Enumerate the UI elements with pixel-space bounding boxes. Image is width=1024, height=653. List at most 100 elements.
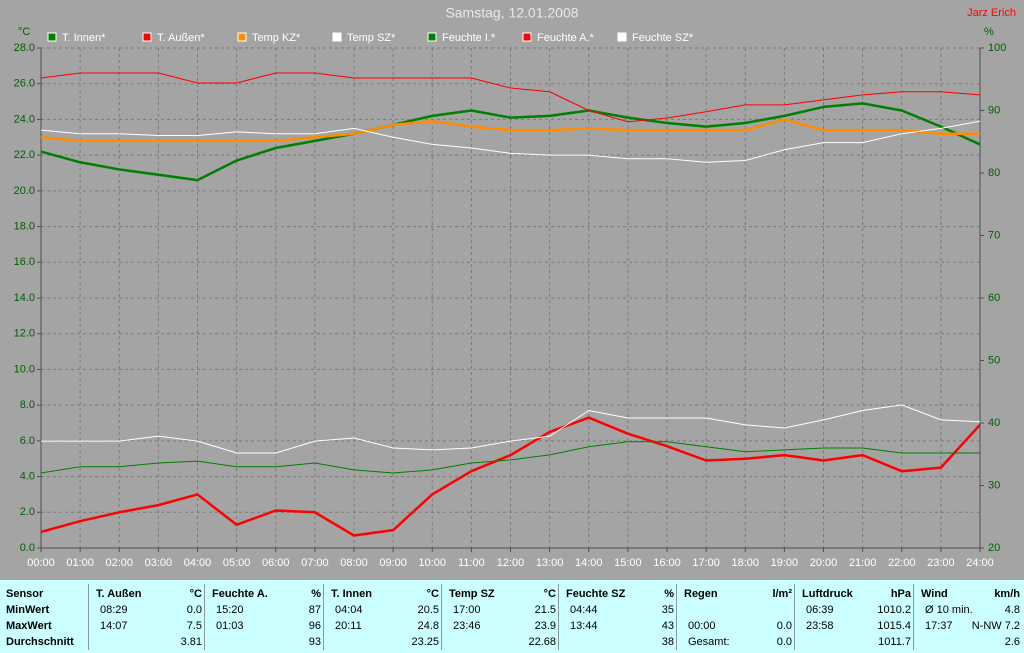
y-tick-label: 24.0 — [14, 113, 35, 125]
legend-swatch — [237, 32, 247, 42]
legend-swatch — [142, 32, 152, 42]
y-axis-label: °C — [18, 26, 30, 38]
stats-table: Sensor T. Außen °C Feuchte A.% T. Innen °C Tem… — [0, 580, 1024, 653]
y-tick-label: 8.0 — [20, 399, 35, 411]
y-tick-label: 2.0 — [20, 506, 35, 518]
cell-value: 3.81 — [180, 636, 202, 648]
chart-background — [0, 0, 1024, 580]
cell-value: 0.0 — [776, 636, 792, 648]
x-tick-label: 09:00 — [379, 557, 407, 569]
cell-time: Ø 10 min. — [925, 604, 973, 616]
legend-label: Feuchte SZ* — [632, 32, 694, 44]
y-tick-label: 14.0 — [14, 292, 35, 304]
y-tick-label: 16.0 — [14, 256, 35, 268]
x-tick-label: 11:00 — [458, 557, 485, 569]
legend-label: Feuchte A.* — [537, 32, 595, 44]
cell-time: 01:03 — [216, 620, 244, 632]
column-name: Luftdruck — [802, 588, 853, 600]
cell-value: 96 — [308, 620, 321, 632]
cell-value: 1011.7 — [878, 636, 911, 648]
y-tick-label: 22.0 — [14, 149, 35, 161]
cell-time: 08:29 — [100, 604, 128, 616]
x-tick-label: 00:00 — [27, 557, 55, 569]
column-name: Temp SZ — [449, 588, 495, 600]
column-unit: % — [311, 588, 321, 600]
x-tick-label: 08:00 — [340, 557, 368, 569]
cell-time: 23:58 — [806, 620, 834, 632]
legend-swatch — [617, 32, 627, 42]
cell-time: 13:44 — [570, 620, 598, 632]
column-name: Wind — [921, 588, 948, 600]
x-tick-label: 14:00 — [575, 557, 603, 569]
cell-value: 1010.2 — [877, 604, 911, 616]
column-unit: l/m² — [772, 588, 792, 600]
cell-value: N-NW 7.2 — [971, 620, 1020, 632]
x-tick-label: 16:00 — [653, 557, 681, 569]
x-tick-label: 12:00 — [497, 557, 525, 569]
chart-title: Samstag, 12.01.2008 — [445, 5, 578, 21]
legend-swatch — [47, 32, 57, 42]
x-tick-label: 13:00 — [536, 557, 564, 569]
cell-value: 4.8 — [1004, 604, 1020, 616]
cell-value: 2.6 — [1004, 636, 1020, 648]
legend-label: Temp SZ* — [347, 32, 396, 44]
y-tick-label: 26.0 — [14, 78, 35, 90]
cell-time: 17:37 — [925, 620, 953, 632]
y-tick-label: 6.0 — [20, 435, 35, 447]
y2-tick-label: 100 — [988, 42, 1006, 54]
series-line — [40, 416, 981, 537]
series-line — [41, 404, 981, 454]
x-tick-label: 24:00 — [966, 557, 994, 569]
column-separator — [88, 584, 89, 650]
series-line — [40, 72, 981, 123]
author: Jarz Erich — [967, 7, 1016, 19]
table-header: Sensor — [6, 588, 44, 600]
column-unit: °C — [426, 588, 439, 600]
column-separator — [441, 584, 442, 650]
column-separator — [913, 584, 914, 650]
cell-time: 06:39 — [806, 604, 834, 616]
cell-time: 04:44 — [570, 604, 598, 616]
cell-time: 14:07 — [100, 620, 128, 632]
x-tick-label: 19:00 — [771, 557, 799, 569]
column-separator — [323, 584, 324, 650]
x-tick-label: 21:00 — [849, 557, 877, 569]
series-line — [40, 102, 981, 182]
cell-time: 04:04 — [335, 604, 363, 616]
cell-value: 87 — [308, 604, 321, 616]
legend-swatch — [427, 32, 437, 42]
x-tick-label: 22:00 — [888, 557, 916, 569]
x-tick-label: 20:00 — [810, 557, 838, 569]
row-label: Durchschnitt — [6, 636, 74, 648]
x-tick-label: 18:00 — [731, 557, 759, 569]
cell-value: 43 — [661, 620, 674, 632]
legend-label: T. Außen* — [157, 32, 205, 44]
column-unit: km/h — [994, 588, 1020, 600]
column-separator — [558, 584, 559, 650]
column-separator — [204, 584, 205, 650]
column-name: Regen — [684, 588, 718, 600]
cell-value: 0.0 — [186, 604, 202, 616]
y2-tick-label: 90 — [988, 104, 1000, 116]
y-tick-label: 4.0 — [20, 470, 35, 482]
y2-tick-label: 80 — [988, 167, 1000, 179]
cell-value: 23.9 — [534, 620, 556, 632]
x-tick-label: 15:00 — [614, 557, 642, 569]
y-tick-label: 10.0 — [14, 363, 35, 375]
cell-value: 35 — [661, 604, 674, 616]
cell-value: 22.68 — [528, 636, 556, 648]
legend-swatch — [332, 32, 342, 42]
x-tick-label: 02:00 — [105, 557, 133, 569]
series-line — [40, 118, 980, 143]
cell-value: 1015.4 — [877, 620, 911, 632]
cell-value: 0.0 — [776, 620, 792, 632]
column-name: Feuchte A. — [212, 588, 268, 600]
y2-tick-label: 70 — [988, 229, 1000, 241]
cell-value: 24.8 — [417, 620, 439, 632]
cell-time: 20:11 — [335, 620, 362, 632]
column-name: T. Innen — [331, 588, 372, 600]
y2-tick-label: 60 — [988, 292, 1000, 304]
y-tick-label: 28.0 — [14, 42, 35, 54]
cell-value: 23.25 — [411, 636, 439, 648]
legend-label: Temp KZ* — [252, 32, 301, 44]
